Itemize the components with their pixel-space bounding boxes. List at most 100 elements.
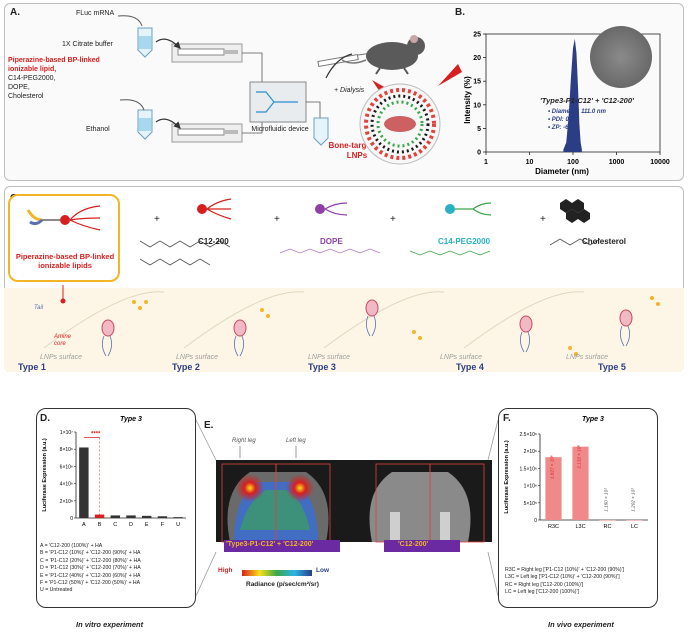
- component-cholesterol: Cholesterol: [582, 237, 627, 246]
- radiance-scale: [242, 570, 312, 576]
- invitro-bar-chart: 0 2×10⁶ 4×10⁶ 6×10⁶ 8×10⁶ 1×10⁷ Luciferase Exp…: [42, 430, 186, 528]
- core-label: core: [54, 341, 66, 347]
- legend-lc: LC = Left leg ['C12-200 (100%)']: [505, 589, 579, 596]
- bone-lnp-label: Bone-targeting LNPs: [322, 141, 392, 161]
- invivo-ytick-label: 5×10⁵: [524, 501, 537, 507]
- invitro-ytick-label: 4×10⁶: [60, 482, 73, 488]
- invitro-ylabel: Luciferase Expression (a.u.): [42, 438, 48, 512]
- plus-sign-3: +: [390, 214, 396, 225]
- dope-icon: [315, 204, 325, 214]
- tube-icon: [137, 27, 153, 140]
- invivo-xtick-label: R3C: [548, 524, 559, 530]
- component-peg: C14-PEG2000: [438, 237, 491, 246]
- invitro-xtick-label: A: [82, 522, 86, 528]
- legend-e: E = 'P1-C12 (40%)' + 'C12-200 (60%)' + H…: [40, 572, 141, 579]
- invivo-footer: In vivo experiment: [548, 620, 614, 629]
- panel-f-frame: [498, 408, 658, 608]
- dls-ytick-label: 5: [477, 126, 481, 133]
- invitro-ytick-label: 0: [70, 516, 73, 522]
- invitro-bar-u: [173, 517, 183, 518]
- legend-l3c: L3C = Left leg ['P1-C12 (10%)' + 'C12-20…: [505, 574, 620, 581]
- peg-icon: [445, 204, 455, 214]
- legend-u: U = Untreated: [40, 587, 73, 594]
- syringe-icon: [317, 52, 373, 68]
- panel-d-title: Type 3: [120, 416, 142, 423]
- amine-core-label: Amine core: [54, 334, 71, 348]
- invivo-data-label: 1.827 × 10⁶: [550, 455, 555, 479]
- lipid-components-drawing: [139, 198, 601, 266]
- invitro-bar-b: [94, 514, 105, 518]
- invitro-bar-d: [126, 515, 136, 518]
- significance-stars: ****: [91, 431, 101, 437]
- fluc-mrna-label: FLuc mRNA: [76, 10, 115, 17]
- radiance-low: Low: [316, 567, 329, 574]
- invitro-ytick-label: 2×10⁶: [60, 499, 73, 505]
- legend-b: B = 'P1-C12 (10%)' + 'C12-200 (90%)' + H…: [40, 550, 141, 557]
- dls-ytick-label: 25: [473, 32, 481, 39]
- dls-ytick-label: 15: [473, 79, 481, 86]
- ivis-image: [216, 446, 492, 576]
- radiance-label: Radiance (p/sec/cm²/sr): [246, 581, 319, 588]
- invivo-data-label: 1.150 × 10³: [604, 488, 609, 512]
- lipid-cholesterol: Cholesterol: [8, 93, 44, 100]
- lipid-head-type2: [233, 319, 247, 337]
- bone-lnp-line1: Bone-targeting: [328, 141, 386, 150]
- cholesterol-icon: [560, 199, 590, 223]
- dls-formulation: 'Type3-P1-C12' + 'C12-200': [540, 96, 634, 105]
- surface-label-1: LNPs surface: [40, 354, 83, 361]
- ionizable-lipid-title-2: ionizable lipids: [38, 261, 92, 270]
- panel-d-legend: A = 'C12-200 (100%)' + HA B = 'P1-C12 (1…: [40, 543, 192, 595]
- amine-label: Amine: [54, 334, 72, 340]
- ivis-caption-2: 'C12-200': [398, 541, 429, 548]
- panel-d-label: D.: [40, 413, 50, 424]
- invivo-xtick-label: RC: [604, 524, 612, 530]
- panel-a-label: A.: [10, 7, 20, 18]
- legend-a: A = 'C12-200 (100%)' + HA: [40, 543, 103, 549]
- invivo-xtick-label: L3C: [575, 524, 585, 530]
- lipid-dope: DOPE,: [8, 84, 30, 91]
- lipid-head-type5: [619, 309, 633, 327]
- legend-r3c: R3C = Right leg ['P1-C12 (10%)' + 'C12-2…: [505, 567, 625, 573]
- invitro-xtick-label: B: [98, 522, 102, 528]
- dls-ylabel: Intensity (%): [463, 76, 472, 124]
- dls-stats: • Diameter: 111.0 nm • PDI: 0.12 • ZP: -…: [548, 108, 606, 132]
- invivo-ytick-label: 1×10⁶: [524, 484, 537, 490]
- dls-xlabel: Diameter (nm): [535, 167, 589, 176]
- radiance-high: High: [218, 567, 233, 574]
- dls-ytick-label: 20: [473, 55, 481, 62]
- invivo-bar-r3c: [545, 457, 562, 520]
- invivo-bar-l3c: [572, 446, 589, 520]
- invivo-ylabel: Luciferase Expression (a.u.): [504, 440, 510, 514]
- dls-xtick-label: 1000: [609, 159, 625, 166]
- type-5-label: Type 5: [598, 362, 626, 372]
- invitro-ytick-label: 1×10⁷: [60, 430, 73, 436]
- dialysis-label: + Dialysis: [334, 87, 365, 94]
- dls-xtick-label: 1: [484, 159, 488, 166]
- panel-a-illustration: [117, 15, 462, 165]
- panel-f-title: Type 3: [582, 416, 604, 423]
- tem-image: [590, 26, 652, 88]
- legend-c: C = 'P1-C12 (20%)' + 'C12-200 (80%)' + H…: [40, 557, 141, 564]
- panel-d-frame: [36, 408, 196, 608]
- invitro-xtick-label: U: [176, 522, 180, 528]
- panel-b-label: B.: [455, 7, 465, 18]
- lipid-title: Piperazine-based BP-linked ionizable lip…: [8, 57, 100, 73]
- invivo-ytick-label: 2.5×10⁶: [520, 432, 538, 438]
- surface-label-2: LNPs surface: [176, 354, 219, 361]
- lnp-surface-types: [43, 291, 660, 357]
- ionizable-lipid-box: [8, 194, 120, 282]
- dls-xtick-label: 100: [567, 159, 579, 166]
- dls-xtick-label: 10000: [650, 159, 670, 166]
- microfluidic-device-icon: [249, 81, 307, 123]
- component-dope: DOPE: [320, 237, 343, 246]
- lnp-particle-icon: [359, 83, 441, 165]
- lipid-head-type1: [101, 319, 115, 337]
- lipid-peg: C14-PEG2000,: [8, 75, 56, 82]
- red-arrow-icon-2: [438, 64, 462, 86]
- invivo-xtick-label: LC: [631, 524, 638, 530]
- invivo-data-label: 1.202 × 10³: [631, 488, 636, 512]
- bone-lnp-line2: LNPs: [346, 151, 368, 160]
- syringe-pump-icon: [171, 43, 243, 143]
- ionizable-lipid-title: Piperazine-based BP-linked ionizable lip…: [10, 252, 120, 270]
- invitro-ytick-label: 6×10⁶: [60, 464, 73, 470]
